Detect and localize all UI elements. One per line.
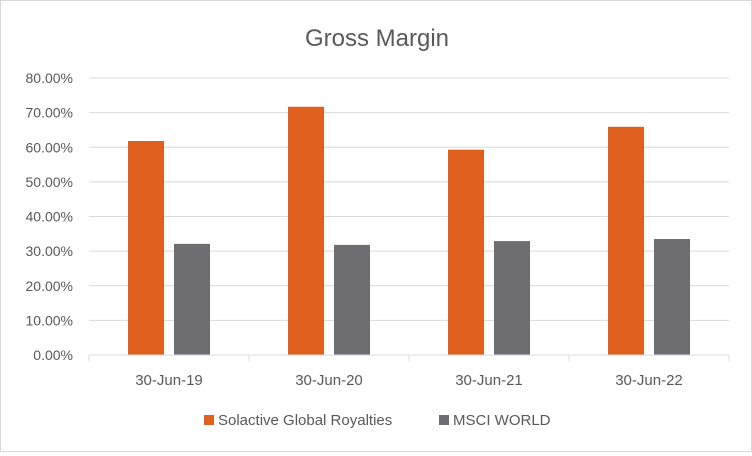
legend-label: MSCI WORLD — [453, 412, 551, 429]
x-tick-label: 30-Jun-21 — [455, 372, 523, 389]
bar — [288, 106, 324, 356]
bar — [334, 244, 370, 355]
legend-label: Solactive Global Royalties — [218, 412, 392, 429]
y-tick-label: 70.00% — [26, 105, 73, 121]
y-tick-label: 80.00% — [26, 70, 73, 86]
bar — [174, 243, 210, 355]
y-tick-label: 40.00% — [26, 209, 73, 225]
y-tick-label: 10.00% — [26, 312, 73, 328]
bars — [128, 106, 690, 356]
legend: Solactive Global Royalties MSCI WORLD — [204, 412, 551, 429]
y-tick-label: 50.00% — [26, 174, 73, 190]
y-tick-label: 30.00% — [26, 243, 73, 259]
bar — [494, 241, 530, 355]
y-axis: 0.00% 10.00% 20.00% 30.00% 40.00% 50.00% 60.00… — [26, 70, 73, 363]
chart-title: Gross Margin — [305, 25, 449, 52]
y-tick-label: 60.00% — [26, 139, 73, 155]
bar — [128, 141, 164, 355]
x-tick-label: 30-Jun-22 — [615, 372, 683, 389]
x-tick-label: 30-Jun-20 — [295, 372, 363, 389]
bar — [448, 149, 484, 355]
x-axis: 30-Jun-19 30-Jun-20 30-Jun-21 30-Jun-22 — [88, 354, 730, 389]
bar — [654, 239, 690, 355]
bar — [608, 126, 644, 355]
y-tick-label: 0.00% — [33, 347, 73, 363]
legend-swatch — [204, 415, 214, 425]
x-tick-label: 30-Jun-19 — [135, 372, 203, 389]
y-tick-label: 20.00% — [26, 278, 73, 294]
legend-swatch — [439, 415, 449, 425]
